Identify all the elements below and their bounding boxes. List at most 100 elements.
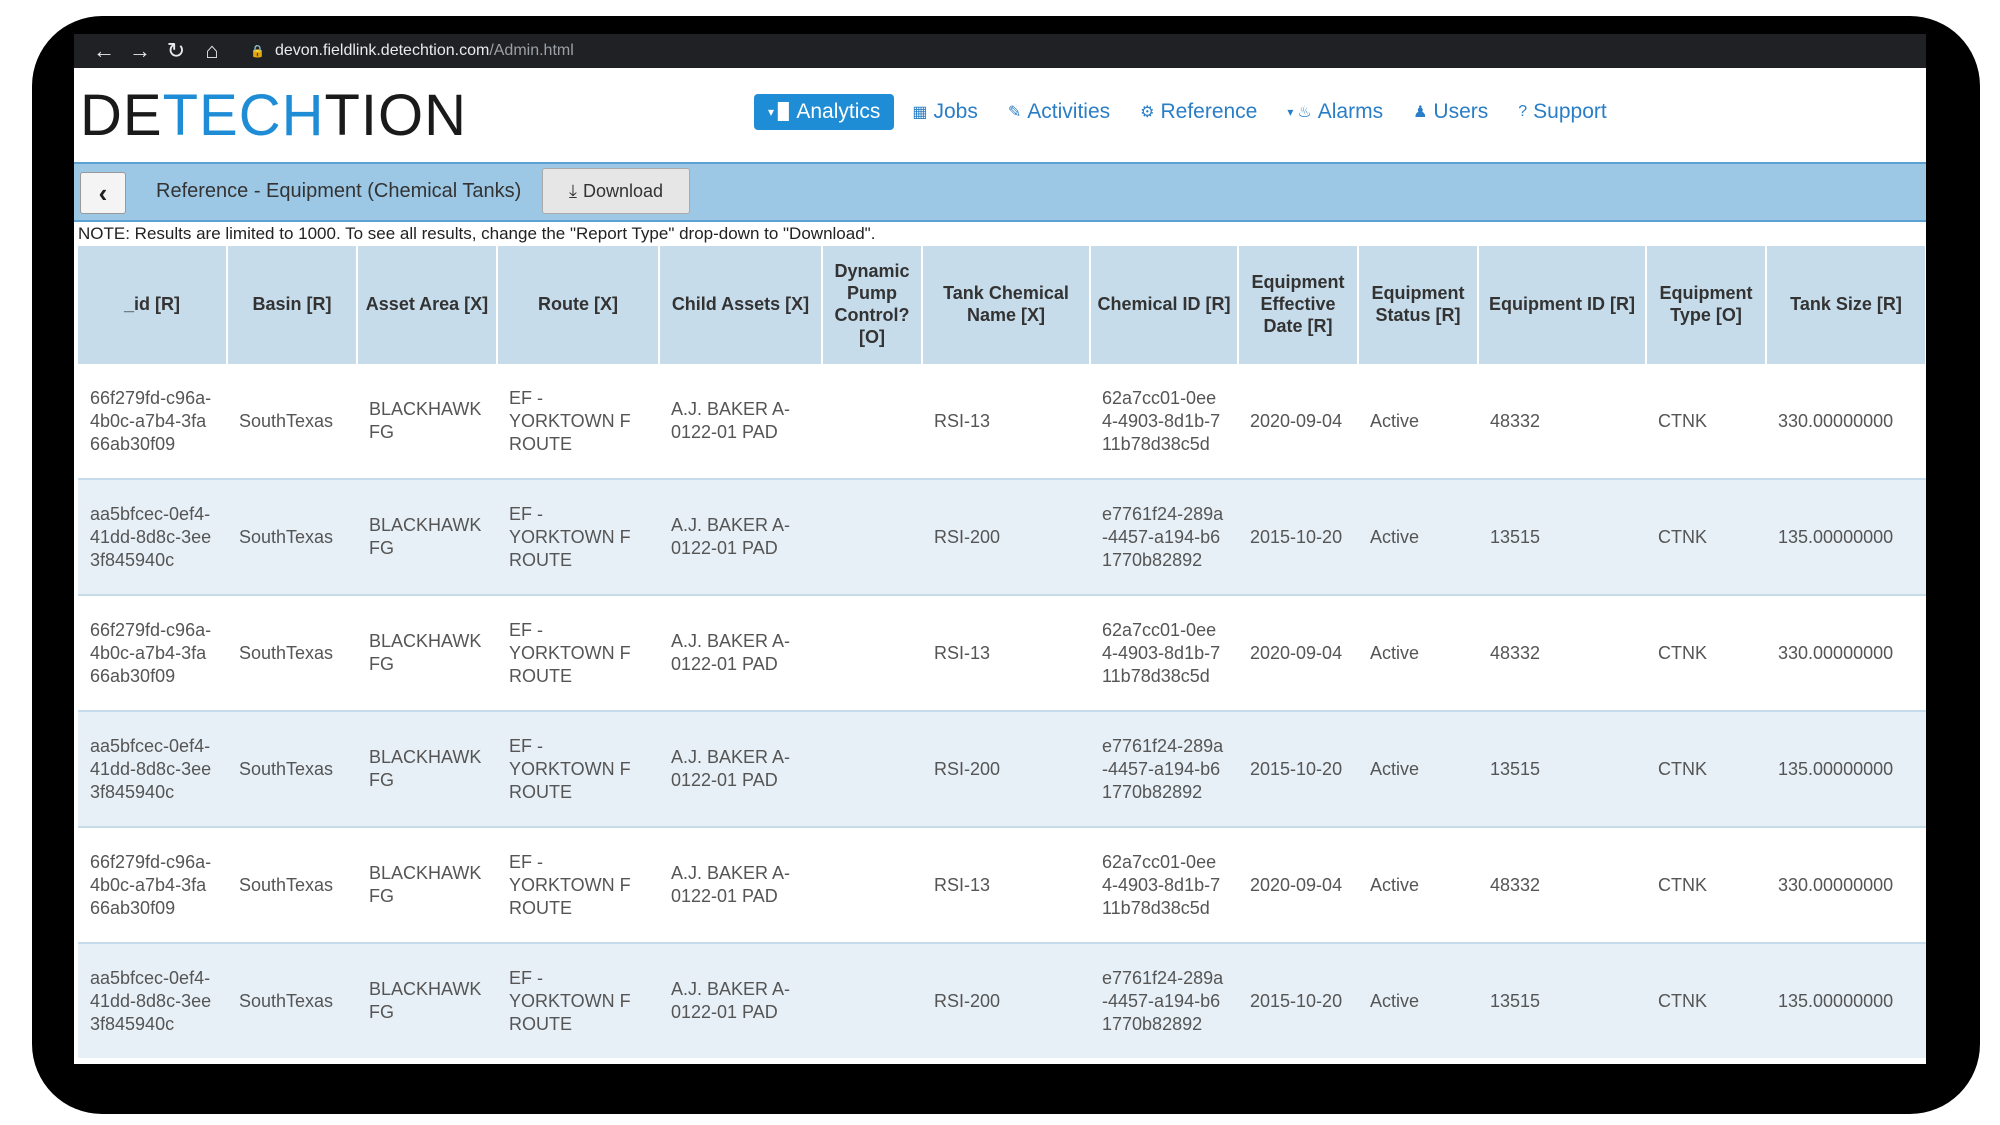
cell-tank-chemical-name: RSI-200	[922, 710, 1090, 827]
app-header: DETECHTION ▾ ▉ Analytics ▦ Jobs ✎ Activi…	[74, 68, 1926, 160]
col-header-equipment-effective-date[interactable]: Equipment Effective Date [R]	[1238, 246, 1359, 363]
cell-equipment-type: CTNK	[1646, 478, 1766, 595]
cell-status: Active	[1358, 942, 1478, 1058]
table-row[interactable]: aa5bfcec-0ef4-41dd-8d8c-3ee3f845940c Sout…	[78, 942, 1926, 1058]
cell-route: EF - YORKTOWN F ROUTE	[497, 942, 659, 1058]
nav-reference[interactable]: ⚙ Reference	[1140, 100, 1257, 124]
cell-equipment-type: CTNK	[1646, 826, 1766, 943]
cell-equipment-type: CTNK	[1646, 710, 1766, 827]
download-button[interactable]: ⤓ Download	[542, 168, 690, 214]
lock-icon: 🔒	[250, 44, 265, 58]
nav-jobs[interactable]: ▦ Jobs	[912, 100, 977, 124]
download-label: Download	[582, 180, 664, 201]
cell-id: 66f279fd-c96a-4b0c-a7b4-3fa66ab30f09	[78, 362, 227, 479]
cell-tank-chemical-name: RSI-13	[922, 594, 1090, 711]
caret-down-icon: ▾	[768, 105, 775, 119]
cell-tank-size: 135.00000000	[1766, 478, 1926, 595]
cell-effective-date: 2020-09-04	[1238, 826, 1358, 943]
cell-dynamic-pump-control	[822, 478, 922, 595]
col-header-dynamic-pump-control[interactable]: Dynamic Pump Control? [O]	[822, 246, 923, 363]
cell-effective-date: 2015-10-20	[1238, 710, 1358, 827]
forward-arrow-icon[interactable]: →	[129, 38, 151, 63]
cell-basin: SouthTexas	[227, 594, 357, 711]
col-header-chemical-id[interactable]: Chemical ID [R]	[1090, 246, 1239, 363]
col-header-tank-chemical-name[interactable]: Tank Chemical Name [X]	[922, 246, 1091, 363]
cell-tank-chemical-name: RSI-200	[922, 478, 1090, 595]
cell-child-assets: A.J. BAKER A-0122-01 PAD	[659, 594, 822, 711]
cell-route: EF - YORKTOWN F ROUTE	[497, 362, 659, 479]
cell-basin: SouthTexas	[227, 362, 357, 479]
cell-route: EF - YORKTOWN F ROUTE	[497, 478, 659, 595]
cell-id: aa5bfcec-0ef4-41dd-8d8c-3ee3f845940c	[78, 478, 227, 595]
cell-tank-chemical-name: RSI-13	[922, 362, 1090, 479]
table-header-row: _id [R] Basin [R] Asset Area [X] Route […	[78, 246, 1926, 363]
col-header-equipment-status[interactable]: Equipment Status [R]	[1358, 246, 1479, 363]
cell-asset-area: BLACKHAWK FG	[357, 594, 497, 711]
cell-asset-area: BLACKHAWK FG	[357, 362, 497, 479]
col-header-equipment-id[interactable]: Equipment ID [R]	[1478, 246, 1647, 363]
nav-users[interactable]: ♟ Users	[1413, 100, 1488, 124]
col-header-child-assets[interactable]: Child Assets [X]	[659, 246, 823, 363]
col-header-id[interactable]: _id [R]	[78, 246, 228, 363]
table-row[interactable]: aa5bfcec-0ef4-41dd-8d8c-3ee3f845940c Sout…	[78, 710, 1926, 827]
cell-basin: SouthTexas	[227, 942, 357, 1058]
cell-tank-size: 135.00000000	[1766, 942, 1926, 1058]
cell-dynamic-pump-control	[822, 710, 922, 827]
reload-icon[interactable]: ↻	[166, 38, 186, 63]
nav-analytics-label: Analytics	[796, 100, 881, 123]
nav-users-label: Users	[1433, 100, 1489, 123]
bell-icon: ♨	[1297, 104, 1312, 121]
cell-id: aa5bfcec-0ef4-41dd-8d8c-3ee3f845940c	[78, 942, 227, 1058]
cell-tank-chemical-name: RSI-13	[922, 826, 1090, 943]
cell-status: Active	[1358, 362, 1478, 479]
nav-alarms[interactable]: ▾ ♨ Alarms	[1287, 100, 1383, 124]
cell-effective-date: 2015-10-20	[1238, 478, 1358, 595]
cell-equipment-type: CTNK	[1646, 594, 1766, 711]
cell-id: 66f279fd-c96a-4b0c-a7b4-3fa66ab30f09	[78, 826, 227, 943]
wrench-icon: ✎	[1007, 104, 1022, 121]
cell-effective-date: 2015-10-20	[1238, 942, 1358, 1058]
cell-basin: SouthTexas	[227, 710, 357, 827]
col-header-route[interactable]: Route [X]	[497, 246, 660, 363]
table-row[interactable]: aa5bfcec-0ef4-41dd-8d8c-3ee3f845940c Sout…	[78, 478, 1926, 595]
cell-dynamic-pump-control	[822, 594, 922, 711]
col-header-basin[interactable]: Basin [R]	[227, 246, 358, 363]
cell-status: Active	[1358, 478, 1478, 595]
cell-chemical-id: 62a7cc01-0ee4-4903-8d1b-711b78d38c5d	[1090, 594, 1238, 711]
home-icon[interactable]: ⌂	[205, 38, 219, 63]
cell-equipment-id: 48332	[1478, 826, 1646, 943]
caret-down-icon: ▾	[1287, 105, 1294, 119]
table-row[interactable]: 66f279fd-c96a-4b0c-a7b4-3fa66ab30f09 Sout…	[78, 594, 1926, 711]
col-header-tank-size[interactable]: Tank Size [R]	[1766, 246, 1926, 363]
detechtion-logo[interactable]: DETECHTION	[80, 86, 467, 146]
cell-equipment-type: CTNK	[1646, 942, 1766, 1058]
download-icon: ⤓	[568, 180, 577, 201]
cell-asset-area: BLACKHAWK FG	[357, 826, 497, 943]
bar-chart-icon: ▉	[778, 104, 791, 121]
cell-route: EF - YORKTOWN F ROUTE	[497, 826, 659, 943]
page-toolbar: ‹ Reference - Equipment (Chemical Tanks)…	[74, 162, 1926, 222]
nav-activities-label: Activities	[1027, 100, 1111, 123]
cell-asset-area: BLACKHAWK FG	[357, 710, 497, 827]
col-header-asset-area[interactable]: Asset Area [X]	[357, 246, 498, 363]
nav-analytics[interactable]: ▾ ▉ Analytics	[754, 94, 895, 130]
cell-status: Active	[1358, 826, 1478, 943]
table-row[interactable]: 66f279fd-c96a-4b0c-a7b4-3fa66ab30f09 Sout…	[78, 362, 1926, 479]
cell-dynamic-pump-control	[822, 942, 922, 1058]
back-arrow-icon[interactable]: ←	[93, 38, 115, 63]
nav-support[interactable]: ? Support	[1518, 100, 1606, 124]
logo-part-3: TION	[324, 83, 468, 148]
user-icon: ♟	[1413, 104, 1428, 121]
nav-reference-label: Reference	[1160, 100, 1258, 123]
back-button[interactable]: ‹	[80, 172, 126, 214]
cell-basin: SouthTexas	[227, 826, 357, 943]
address-bar[interactable]: 🔒 devon.fieldlink.detechtion.com/Admin.h…	[250, 42, 574, 60]
cell-dynamic-pump-control	[822, 362, 922, 479]
cell-equipment-id: 48332	[1478, 594, 1646, 711]
nav-activities[interactable]: ✎ Activities	[1008, 100, 1110, 124]
cell-chemical-id: 62a7cc01-0ee4-4903-8d1b-711b78d38c5d	[1090, 826, 1238, 943]
col-header-equipment-type[interactable]: Equipment Type [O]	[1646, 246, 1767, 363]
cell-status: Active	[1358, 710, 1478, 827]
table-row[interactable]: 66f279fd-c96a-4b0c-a7b4-3fa66ab30f09 Sout…	[78, 826, 1926, 943]
cell-status: Active	[1358, 594, 1478, 711]
